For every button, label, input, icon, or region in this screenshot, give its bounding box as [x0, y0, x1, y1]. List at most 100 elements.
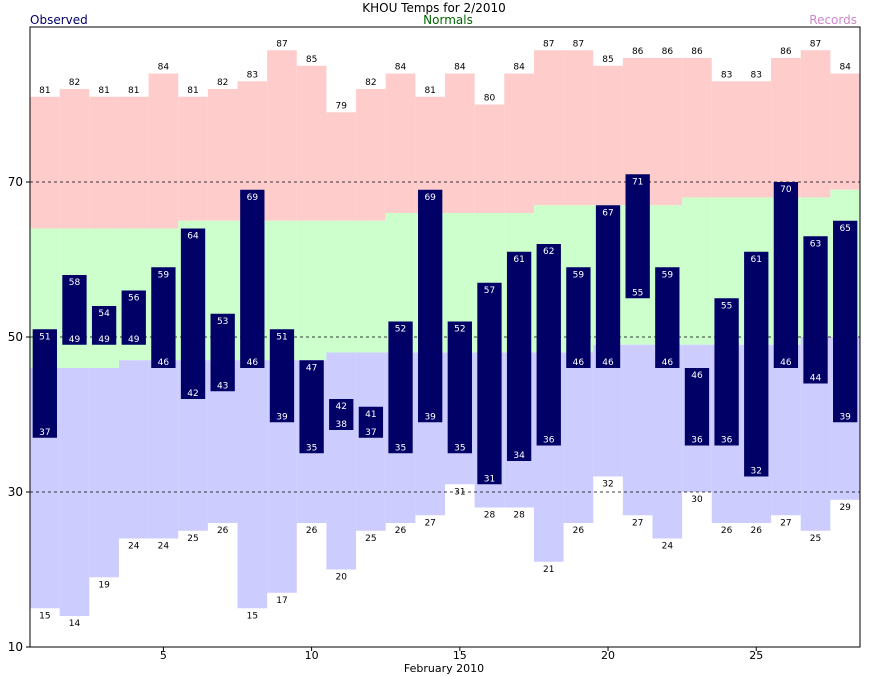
observed-low-label: 49: [98, 335, 110, 345]
record-high-label: 86: [662, 47, 674, 57]
record-low-label: 26: [306, 526, 318, 536]
observed-bar: [151, 267, 176, 368]
record-low-label: 17: [276, 596, 287, 606]
record-high-band: [593, 65, 623, 206]
record-low-label: 26: [217, 526, 229, 536]
record-high-band: [652, 58, 683, 206]
observed-low-label: 32: [751, 467, 762, 477]
x-tick-label: 15: [453, 649, 467, 662]
normal-band: [326, 220, 357, 353]
observed-bar: [269, 329, 295, 423]
normal-band: [296, 220, 327, 361]
record-high-band: [267, 50, 297, 221]
record-low-label: 26: [721, 526, 733, 536]
record-high-band: [682, 58, 712, 198]
observed-low-label: 38: [336, 420, 348, 430]
observed-high-label: 51: [39, 332, 50, 342]
y-tick-label: 70: [8, 175, 23, 189]
observed-low-label: 46: [247, 358, 259, 368]
observed-high-label: 70: [780, 185, 792, 195]
observed-bar: [773, 182, 799, 368]
x-tick-label: 25: [749, 649, 763, 662]
y-tick-label: 50: [8, 330, 23, 344]
observed-high-label: 71: [632, 177, 643, 187]
observed-low-label: 46: [780, 358, 792, 368]
record-high-label: 87: [810, 39, 821, 49]
observed-bar: [299, 360, 324, 454]
observed-high-label: 62: [543, 247, 554, 257]
x-tick-label: 10: [305, 649, 319, 662]
record-low-label: 29: [839, 503, 851, 513]
record-low-label: 27: [780, 518, 791, 528]
observed-high-label: 59: [158, 270, 170, 280]
record-low-label: 20: [336, 573, 348, 583]
record-low-label: 25: [365, 534, 376, 544]
normal-band: [356, 220, 386, 353]
record-low-band: [563, 352, 594, 523]
normal-band: [682, 197, 712, 345]
observed-low-label: 37: [365, 428, 376, 438]
observed-low-label: 35: [395, 443, 406, 453]
record-high-band: [207, 89, 238, 221]
record-low-label: 26: [751, 526, 763, 536]
observed-bar: [210, 313, 235, 392]
y-tick-label: 30: [8, 485, 23, 499]
observed-high-label: 55: [721, 301, 732, 311]
record-low-label: 26: [395, 526, 407, 536]
record-high-band: [148, 73, 179, 229]
record-high-label: 86: [780, 47, 792, 57]
record-high-label: 80: [484, 94, 496, 104]
record-low-label: 27: [424, 518, 435, 528]
observed-bar: [833, 220, 858, 423]
record-low-label: 27: [632, 518, 643, 528]
observed-low-label: 46: [662, 358, 674, 368]
record-high-band: [800, 50, 831, 198]
observed-low-label: 39: [276, 412, 288, 422]
record-high-band: [445, 73, 475, 213]
observed-bar: [32, 329, 57, 438]
y-tick-label: 10: [8, 640, 23, 654]
observed-high-label: 58: [69, 278, 81, 288]
observed-bar: [91, 306, 117, 345]
record-high-label: 83: [721, 70, 732, 80]
record-low-band: [622, 344, 653, 516]
record-high-label: 81: [128, 86, 139, 96]
record-low-label: 25: [810, 534, 821, 544]
record-low-label: 14: [69, 619, 81, 629]
observed-high-label: 42: [336, 402, 347, 412]
observed-high-label: 69: [247, 193, 259, 203]
observed-low-label: 39: [839, 412, 851, 422]
record-high-label: 81: [98, 86, 109, 96]
record-high-label: 87: [573, 39, 584, 49]
legend-observed: Observed: [30, 13, 88, 27]
record-high-band: [59, 89, 90, 229]
record-high-band: [830, 73, 860, 190]
record-low-label: 32: [602, 480, 613, 490]
record-high-band: [533, 50, 564, 206]
record-high-label: 87: [276, 39, 287, 49]
observed-low-label: 46: [573, 358, 585, 368]
observed-high-label: 61: [513, 255, 524, 265]
observed-low-label: 37: [39, 428, 50, 438]
record-high-label: 84: [395, 63, 407, 73]
record-low-label: 31: [454, 487, 465, 497]
observed-high-label: 46: [691, 371, 703, 381]
record-low-band: [118, 360, 149, 539]
record-low-band: [652, 344, 683, 539]
record-high-band: [771, 58, 801, 198]
record-high-label: 83: [247, 70, 258, 80]
observed-high-label: 52: [454, 325, 465, 335]
observed-high-label: 51: [276, 332, 287, 342]
legend-records: Records: [809, 13, 857, 27]
record-high-band: [296, 65, 327, 221]
record-low-label: 24: [158, 542, 170, 552]
record-high-label: 86: [632, 47, 644, 57]
record-low-label: 19: [98, 580, 110, 590]
observed-high-label: 67: [602, 208, 613, 218]
record-high-label: 84: [839, 63, 851, 73]
record-low-band: [326, 352, 357, 570]
observed-low-label: 42: [187, 389, 198, 399]
record-low-band: [148, 360, 179, 539]
observed-high-label: 41: [365, 410, 376, 420]
